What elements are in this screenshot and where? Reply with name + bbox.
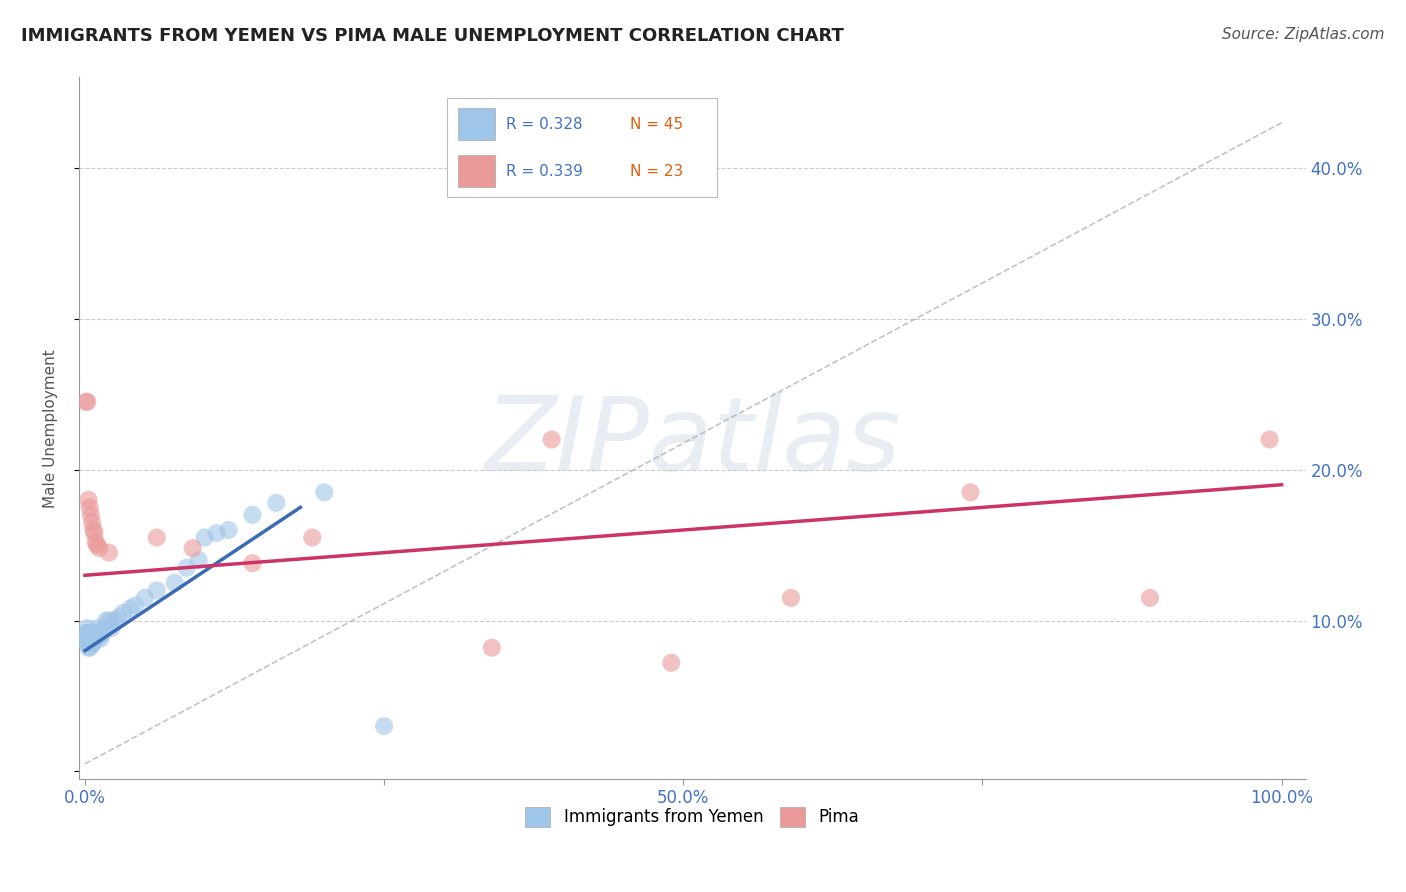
Point <box>540 433 562 447</box>
Point <box>181 541 204 555</box>
Point <box>266 496 288 510</box>
Point <box>301 531 323 545</box>
Point <box>75 632 97 646</box>
Point <box>107 610 129 624</box>
Point <box>76 629 98 643</box>
Point <box>80 629 103 643</box>
Point <box>959 485 981 500</box>
Point <box>1258 433 1281 447</box>
Point <box>84 535 107 549</box>
Point <box>124 599 146 613</box>
Point <box>80 636 103 650</box>
Point <box>1139 591 1161 605</box>
Point <box>79 632 101 646</box>
Point <box>134 591 156 605</box>
Point <box>112 606 135 620</box>
Point <box>96 614 118 628</box>
Point <box>82 629 104 643</box>
Point <box>659 656 682 670</box>
Point <box>373 719 395 733</box>
Point <box>82 516 104 530</box>
Legend: Immigrants from Yemen, Pima: Immigrants from Yemen, Pima <box>519 800 866 834</box>
Point <box>145 531 167 545</box>
Point <box>82 625 104 640</box>
Point <box>83 629 105 643</box>
Point <box>780 591 803 605</box>
Point <box>120 601 142 615</box>
Text: ZIPatlas: ZIPatlas <box>484 392 900 492</box>
Point <box>79 625 101 640</box>
Text: IMMIGRANTS FROM YEMEN VS PIMA MALE UNEMPLOYMENT CORRELATION CHART: IMMIGRANTS FROM YEMEN VS PIMA MALE UNEMP… <box>21 27 844 45</box>
Text: Source: ZipAtlas.com: Source: ZipAtlas.com <box>1222 27 1385 42</box>
Point <box>97 546 120 560</box>
Point <box>80 508 103 522</box>
Point <box>205 526 228 541</box>
Point <box>77 632 100 646</box>
Point <box>100 621 122 635</box>
Point <box>242 508 264 522</box>
Point <box>86 625 108 640</box>
Point <box>91 625 114 640</box>
Point <box>77 625 100 640</box>
Point <box>86 538 108 552</box>
Point <box>89 541 111 555</box>
Point <box>89 632 111 646</box>
Point <box>84 632 107 646</box>
Point <box>97 614 120 628</box>
Point <box>242 556 264 570</box>
Point <box>163 575 186 590</box>
Point <box>176 560 198 574</box>
Point <box>82 636 104 650</box>
Point <box>75 625 97 640</box>
Point <box>82 523 104 537</box>
Point <box>89 629 111 643</box>
Point <box>77 492 100 507</box>
Point <box>187 553 209 567</box>
Point <box>77 640 100 655</box>
Point <box>93 621 115 635</box>
Point <box>145 583 167 598</box>
Point <box>76 394 98 409</box>
Point <box>314 485 336 500</box>
Y-axis label: Male Unemployment: Male Unemployment <box>44 349 58 508</box>
Point <box>194 531 217 545</box>
Point <box>83 526 105 541</box>
Point <box>79 640 101 655</box>
Point <box>76 636 98 650</box>
Point <box>75 394 97 409</box>
Point <box>87 621 110 635</box>
Point <box>104 614 127 628</box>
Point <box>79 500 101 515</box>
Point <box>218 523 240 537</box>
Point <box>76 621 98 635</box>
Point <box>82 636 104 650</box>
Point <box>481 640 503 655</box>
